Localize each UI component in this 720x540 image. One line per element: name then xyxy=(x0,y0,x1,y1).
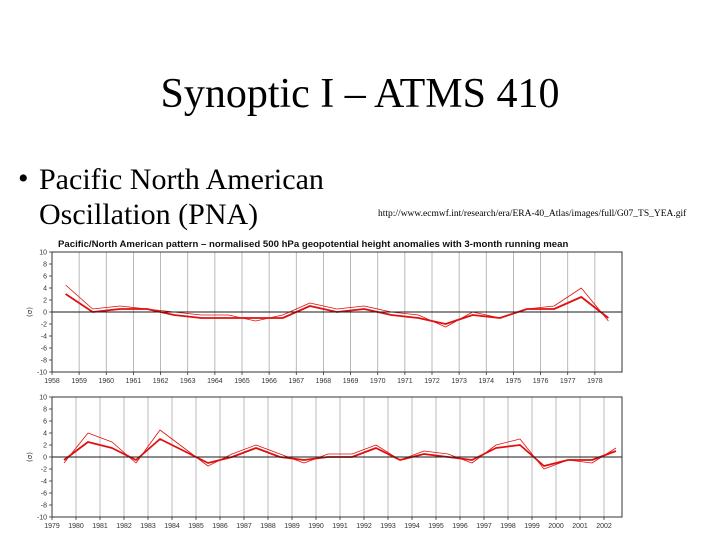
x-tick-label: 1971 xyxy=(397,378,413,385)
x-tick-label: 1968 xyxy=(316,378,332,385)
x-tick-label: 1986 xyxy=(212,523,228,530)
y-tick-label: 10 xyxy=(39,250,47,257)
x-tick-label: 1987 xyxy=(236,523,252,530)
chart-title: Pacific/North American pattern – normali… xyxy=(58,239,568,250)
y-tick-label: -10 xyxy=(37,515,47,522)
x-tick-label: 1974 xyxy=(478,378,494,385)
x-tick-label: 1972 xyxy=(424,378,440,385)
y-tick-label: 4 xyxy=(43,431,47,438)
x-tick-label: 1989 xyxy=(284,523,300,530)
x-tick-label: 1960 xyxy=(98,378,114,385)
bullet-symbol: • xyxy=(18,162,29,195)
y-tick-label: -10 xyxy=(37,370,47,377)
x-tick-label: 1975 xyxy=(506,378,522,385)
x-tick-label: 1969 xyxy=(343,378,359,385)
x-tick-label: 1996 xyxy=(452,523,468,530)
x-tick-label: 1985 xyxy=(188,523,204,530)
x-tick-label: 1962 xyxy=(153,378,169,385)
x-tick-label: 1965 xyxy=(234,378,250,385)
y-tick-label: 0 xyxy=(43,310,47,317)
x-tick-label: 1958 xyxy=(44,378,60,385)
y-tick-label: -6 xyxy=(41,491,47,498)
y-tick-label: -6 xyxy=(41,346,47,353)
x-tick-label: 1993 xyxy=(380,523,396,530)
x-tick-label: 1961 xyxy=(126,378,142,385)
x-tick-label: 1998 xyxy=(500,523,516,530)
x-tick-label: 1970 xyxy=(370,378,386,385)
slide-title: Synoptic I – ATMS 410 xyxy=(160,71,560,117)
monthly-anomaly-line xyxy=(63,429,617,470)
source-url: http://www.ecmwf.int/research/era/ERA-40… xyxy=(378,209,687,219)
x-tick-label: 1991 xyxy=(332,523,348,530)
y-tick-label: -2 xyxy=(41,322,47,329)
y-tick-label: 8 xyxy=(43,262,47,269)
x-tick-label: 1979 xyxy=(44,523,60,530)
x-tick-label: 1977 xyxy=(560,378,576,385)
y-axis-label: (σ) xyxy=(26,452,34,462)
y-tick-label: -8 xyxy=(41,358,47,365)
bullet-text: Pacific North American Oscillation (PNA) xyxy=(39,163,324,231)
y-tick-label: -4 xyxy=(41,479,47,486)
x-tick-label: 1981 xyxy=(92,523,108,530)
y-tick-label: 6 xyxy=(43,274,47,281)
x-tick-label: 1976 xyxy=(533,378,549,385)
x-tick-label: 1963 xyxy=(180,378,196,385)
y-tick-label: 2 xyxy=(43,443,47,450)
x-tick-label: 1983 xyxy=(140,523,156,530)
y-tick-label: -8 xyxy=(41,503,47,510)
x-tick-label: 2002 xyxy=(596,523,612,530)
x-tick-label: 1994 xyxy=(404,523,420,530)
y-tick-label: 0 xyxy=(43,455,47,462)
x-tick-label: 1984 xyxy=(164,523,180,530)
x-tick-label: 1990 xyxy=(308,523,324,530)
y-tick-label: 10 xyxy=(39,395,47,402)
x-tick-label: 1966 xyxy=(261,378,277,385)
y-tick-label: 8 xyxy=(43,407,47,414)
monthly-anomaly-line xyxy=(65,284,609,328)
y-tick-label: -2 xyxy=(41,467,47,474)
x-tick-label: 1995 xyxy=(428,523,444,530)
x-tick-label: 2001 xyxy=(572,523,588,530)
y-tick-label: 6 xyxy=(43,419,47,426)
x-tick-label: 1967 xyxy=(288,378,304,385)
x-tick-label: 1973 xyxy=(451,378,467,385)
y-axis-label: (σ) xyxy=(26,307,34,317)
x-tick-label: 1992 xyxy=(356,523,372,530)
x-tick-label: 1980 xyxy=(68,523,84,530)
x-tick-label: 1988 xyxy=(260,523,276,530)
y-tick-label: 2 xyxy=(43,298,47,305)
x-tick-label: 1964 xyxy=(207,378,223,385)
x-tick-label: 1999 xyxy=(524,523,540,530)
x-tick-label: 1959 xyxy=(71,378,87,385)
y-tick-label: -4 xyxy=(41,334,47,341)
x-tick-label: 2000 xyxy=(548,523,564,530)
x-tick-label: 1997 xyxy=(476,523,492,530)
x-tick-label: 1978 xyxy=(587,378,603,385)
x-tick-label: 1982 xyxy=(116,523,132,530)
y-tick-label: 4 xyxy=(43,286,47,293)
